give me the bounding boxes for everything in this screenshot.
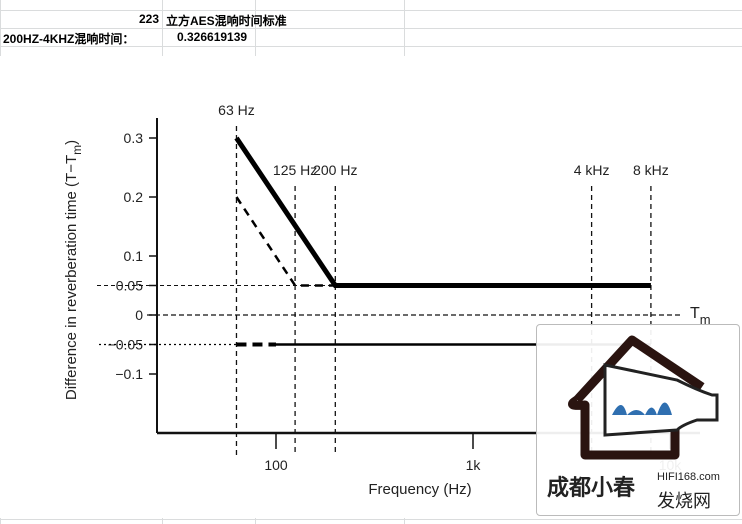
y-tick-label: 0 — [135, 307, 143, 323]
y-tick-label: 0.3 — [124, 130, 144, 146]
series-line-1 — [235, 196, 336, 287]
watermark-site: HIFI168.com — [657, 471, 720, 483]
cell-label[interactable]: 200HZ-4KHZ混响时间： — [3, 32, 135, 46]
watermark-site-cn: 发烧网 — [657, 491, 711, 511]
x-tick-label: 100 — [264, 457, 288, 473]
frequency-marker-label: 4 kHz — [574, 162, 610, 178]
watermark-logo: 成都小春 HIFI168.com 发烧网 — [536, 324, 740, 516]
house-film-logo-icon: 成都小春 HIFI168.com 发烧网 — [547, 335, 720, 511]
cell-title[interactable]: 立方AES混响时间标准 — [166, 14, 287, 28]
x-axis-label: Frequency (Hz) — [368, 481, 471, 498]
row-divider — [0, 46, 742, 47]
y-tick-label: −0.1 — [115, 366, 143, 382]
frequency-marker-label: 63 Hz — [218, 102, 255, 118]
cell-value[interactable]: 0.326619139 — [177, 30, 248, 44]
cell-number[interactable]: 223 — [139, 12, 160, 26]
y-tick-label: 0.2 — [124, 189, 144, 205]
row-divider — [0, 10, 742, 11]
reverberation-chart: 0.30.20.10.050−0.05−0.11001k10kTm63 Hz12… — [63, 102, 711, 498]
y-tick-label: 0.05 — [116, 278, 143, 294]
y-tick-label: 0.1 — [124, 248, 144, 264]
frequency-marker-label: 125 Hz — [273, 162, 317, 178]
frequency-marker-label: 200 Hz — [313, 162, 357, 178]
frequency-marker-label: 8 kHz — [633, 162, 669, 178]
x-tick-label: 1k — [466, 457, 482, 473]
row-divider — [0, 519, 742, 520]
row-divider — [0, 28, 742, 29]
watermark-brand: 成都小春 — [547, 475, 635, 500]
series-line-0 — [234, 136, 651, 288]
y-axis-label: Difference in reverberation time (T−Tm) — [63, 140, 84, 400]
